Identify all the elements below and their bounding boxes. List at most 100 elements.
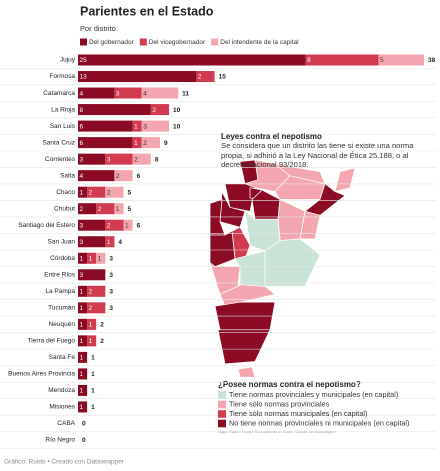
segment-label: 1 <box>134 140 138 147</box>
map-title: ¿Posee normas contra el nepotismo? <box>218 380 361 389</box>
bar-segment <box>78 269 106 281</box>
category-label: San Juan <box>48 238 76 245</box>
segment-label: 2 <box>98 206 102 213</box>
bar-segment <box>78 203 97 215</box>
bar-segment <box>305 54 379 66</box>
map-legend-swatch <box>218 410 226 418</box>
total-label: 3 <box>109 255 113 262</box>
category-label: San Luis <box>50 123 76 130</box>
segment-label: 1 <box>80 355 84 362</box>
category-label: Catamarca <box>43 90 75 97</box>
bar-segment <box>78 351 88 363</box>
bar-segment <box>78 236 106 248</box>
bar-segment <box>105 153 133 165</box>
segment-label: 1 <box>80 388 84 395</box>
total-label: 3 <box>109 289 113 296</box>
segment-label: 3 <box>107 156 111 163</box>
map-legend-label: Tiene sólo normas provinciales <box>229 399 330 408</box>
bar-segment <box>96 252 106 264</box>
bar-segment <box>78 384 88 396</box>
legend-label: Del gobernador <box>89 39 135 46</box>
total-label: 5 <box>128 206 132 213</box>
legend-swatch <box>80 38 87 46</box>
category-label: Entre Ríos <box>44 272 75 279</box>
segment-label: 4 <box>80 173 84 180</box>
segment-label: 1 <box>80 322 84 329</box>
segment-label: 3 <box>80 156 84 163</box>
bar-segment <box>196 71 215 83</box>
segment-label: 1 <box>89 255 93 262</box>
total-label: 6 <box>137 222 141 229</box>
segment-label: 2 <box>116 173 120 180</box>
bar-segment <box>114 87 142 99</box>
category-label: Chubut <box>54 205 75 212</box>
segment-label: 25 <box>80 57 88 64</box>
bar-segment <box>132 120 142 132</box>
segment-label: 3 <box>80 272 84 279</box>
segment-label: 4 <box>143 90 147 97</box>
bar-segment <box>78 186 88 198</box>
segment-label: 8 <box>80 107 84 114</box>
segment-label: 1 <box>80 371 84 378</box>
category-label: Santa Fe <box>49 354 76 361</box>
legend-swatch <box>211 38 219 46</box>
bar-segment <box>141 87 179 99</box>
segment-label: 2 <box>89 305 93 312</box>
segment-label: 1 <box>89 322 93 329</box>
segment-label: 1 <box>134 123 138 130</box>
total-label: 8 <box>155 156 159 163</box>
segment-label: 1 <box>80 338 84 345</box>
total-label: 38 <box>428 57 436 64</box>
bar-segment <box>132 137 142 149</box>
segment-label: 2 <box>134 156 138 163</box>
segment-label: 1 <box>80 305 84 312</box>
bar-segment <box>87 186 106 198</box>
bar-segment <box>78 219 106 231</box>
bar-segment <box>114 170 133 182</box>
segment-label: 3 <box>143 123 147 130</box>
segment-label: 2 <box>152 107 156 114</box>
total-label: 6 <box>137 173 141 180</box>
segment-label: 3 <box>116 90 120 97</box>
total-label: 10 <box>173 123 181 130</box>
category-label: Santiago del Estero <box>18 222 75 229</box>
bar-segment <box>87 335 97 347</box>
total-label: 1 <box>91 355 95 362</box>
category-label: Jujuy <box>60 57 76 64</box>
segment-label: 8 <box>307 57 311 64</box>
bar-segment <box>132 153 151 165</box>
segment-label: 1 <box>89 338 93 345</box>
bar-segment <box>378 54 424 66</box>
total-label: 1 <box>91 404 95 411</box>
bar-segment <box>105 236 115 248</box>
legend-swatch <box>139 38 147 46</box>
bar-segment <box>96 203 115 215</box>
legend-label: Del intendente de la capital <box>220 39 299 46</box>
category-label: Buenos Aires Provincia <box>8 371 75 378</box>
segment-label: 3 <box>80 222 84 229</box>
segment-label: 1 <box>125 222 129 229</box>
map-legend-label: No tiene normas provinciales ni municipa… <box>229 418 409 427</box>
segment-label: 2 <box>80 206 84 213</box>
bar-segment <box>105 186 124 198</box>
bar-segment <box>78 71 197 83</box>
category-label: Santa Cruz <box>42 139 75 146</box>
segment-label: 2 <box>89 189 93 196</box>
segment-label: 1 <box>116 206 120 213</box>
annotation-title: Leyes contra el nepotismo <box>221 132 322 141</box>
bar-segment <box>141 137 160 149</box>
map-legend-swatch <box>218 419 226 428</box>
total-label: 15 <box>219 74 227 81</box>
bar-segment <box>141 120 170 132</box>
segment-label: 1 <box>107 239 111 246</box>
map <box>209 159 356 378</box>
total-label: 5 <box>128 189 132 196</box>
bar-segment <box>78 170 115 182</box>
segment-label: 1 <box>80 255 84 262</box>
bar-segment <box>105 219 124 231</box>
total-label: 9 <box>164 140 168 147</box>
category-label: Salta <box>60 172 75 179</box>
total-label: 3 <box>109 305 113 312</box>
category-label: Río Negro <box>45 437 75 444</box>
category-label: La Rioja <box>51 106 75 113</box>
